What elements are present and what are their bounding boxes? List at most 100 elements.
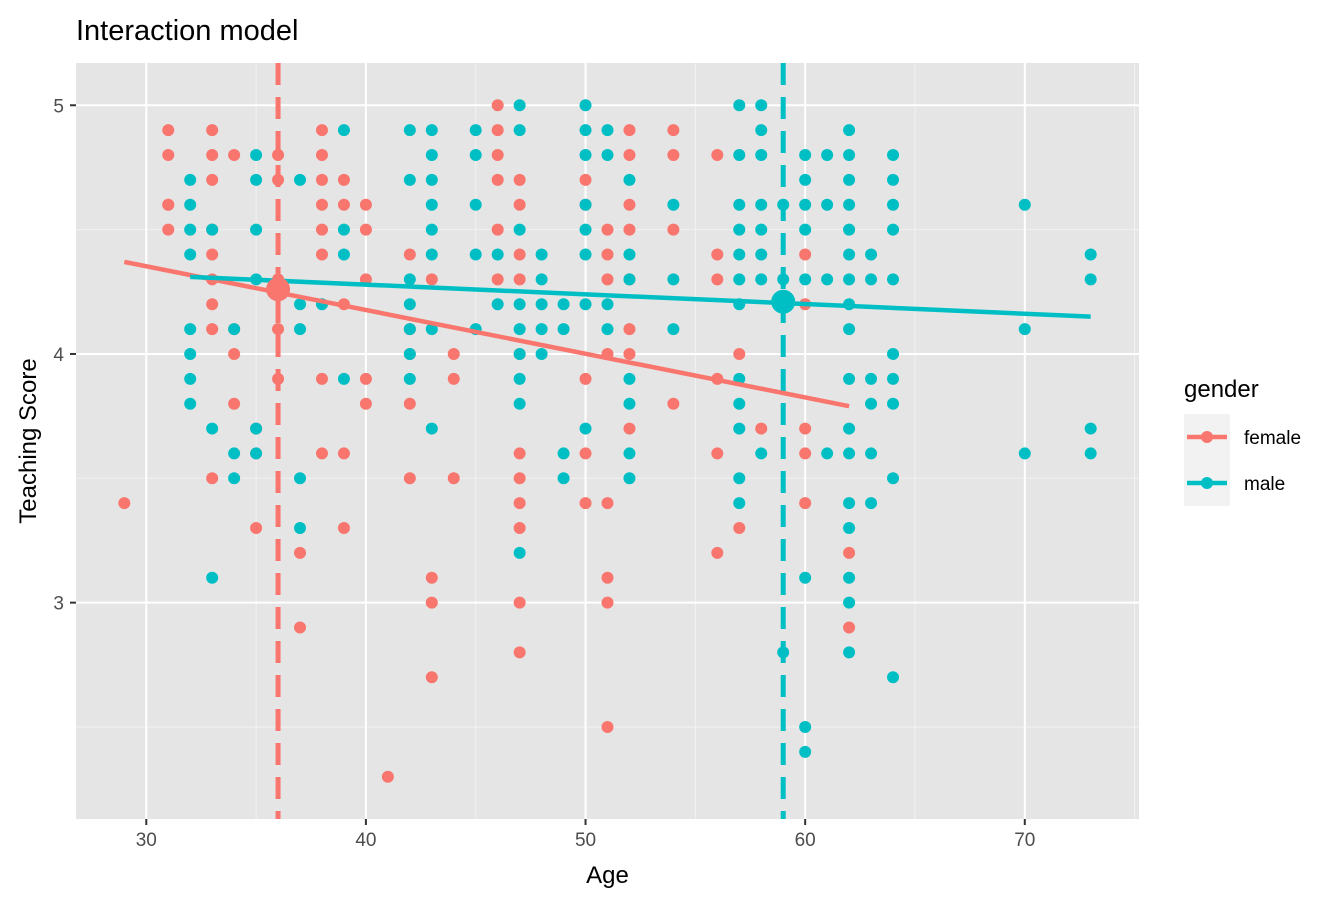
data-point-male (623, 447, 636, 460)
fit-line-female (123, 259, 850, 409)
y-axis-label: Teaching Score (15, 358, 42, 523)
data-point-female (711, 149, 724, 162)
data-point-male (755, 223, 768, 236)
data-point-male (337, 248, 350, 261)
data-point-male (865, 273, 878, 286)
data-point-female (250, 522, 263, 535)
data-point-male (799, 720, 812, 733)
data-point-male (623, 273, 636, 286)
data-point-male (403, 347, 416, 360)
data-point-female (162, 124, 175, 137)
data-point-male (513, 124, 526, 137)
data-point-female (403, 397, 416, 410)
data-point-male (799, 149, 812, 162)
data-point-female (206, 323, 219, 336)
data-point-male (623, 372, 636, 385)
x-tick-label: 60 (795, 830, 816, 851)
data-point-male (184, 223, 197, 236)
data-point-female (315, 173, 328, 186)
data-point-female (491, 149, 504, 162)
fit-lines (123, 259, 1091, 409)
data-point-male (799, 273, 812, 286)
data-point-male (228, 323, 241, 336)
mean-point-female (266, 277, 291, 302)
data-point-male (667, 273, 680, 286)
data-point-male (491, 248, 504, 261)
data-point-male (513, 223, 526, 236)
data-point-female (579, 173, 592, 186)
data-point-male (469, 124, 482, 137)
data-point-male (667, 323, 680, 336)
data-point-female (579, 447, 592, 460)
data-point-female (601, 571, 614, 584)
data-point-male (843, 323, 856, 336)
data-point-male (821, 273, 834, 286)
data-point-male (403, 323, 416, 336)
data-point-male (843, 149, 856, 162)
data-point-female (623, 198, 636, 211)
legend-label-male: male (1244, 474, 1285, 495)
data-point-male (425, 124, 438, 137)
mean-points (266, 277, 796, 314)
data-point-male (843, 372, 856, 385)
data-point-male (535, 298, 548, 311)
data-point-female (491, 99, 504, 112)
data-point-male (403, 273, 416, 286)
data-point-male (601, 149, 614, 162)
data-point-female (206, 173, 219, 186)
chart-title: Interaction model (76, 15, 298, 47)
data-point-female (447, 372, 460, 385)
data-point-male (184, 372, 197, 385)
data-point-male (821, 149, 834, 162)
data-point-male (535, 323, 548, 336)
data-point-male (579, 248, 592, 261)
data-point-male (865, 447, 878, 460)
data-point-male (733, 422, 746, 435)
data-point-male (843, 571, 856, 584)
data-point-female (228, 397, 241, 410)
data-point-female (162, 198, 175, 211)
data-point-male (887, 223, 900, 236)
data-point-male (755, 198, 768, 211)
data-point-female (513, 173, 526, 186)
data-point-male (184, 248, 197, 261)
legend-items: female male (1184, 414, 1301, 506)
data-point-male (733, 198, 746, 211)
data-point-female (843, 621, 856, 634)
data-point-female (491, 223, 504, 236)
data-point-female (162, 149, 175, 162)
data-point-male (250, 173, 263, 186)
data-point-male (865, 497, 878, 510)
legend-title: gender (1184, 376, 1259, 403)
data-point-female (359, 372, 372, 385)
data-point-male (601, 124, 614, 137)
data-point-female (403, 248, 416, 261)
data-point-female (601, 596, 614, 609)
data-point-female (315, 198, 328, 211)
data-point-male (206, 223, 219, 236)
data-point-male (557, 298, 570, 311)
data-point-male (755, 248, 768, 261)
data-point-male (887, 671, 900, 684)
legend-dot-female (1201, 431, 1213, 443)
data-point-male (623, 248, 636, 261)
data-point-male (843, 198, 856, 211)
data-point-male (579, 298, 592, 311)
data-point-male (206, 422, 219, 435)
data-point-male (1084, 273, 1097, 286)
data-point-male (206, 571, 219, 584)
data-point-male (865, 372, 878, 385)
data-point-male (733, 397, 746, 410)
data-point-female (294, 546, 307, 559)
data-point-female (403, 472, 416, 485)
data-point-female (381, 770, 394, 783)
data-point-male (250, 447, 263, 460)
data-point-female (799, 248, 812, 261)
data-point-female (843, 546, 856, 559)
data-point-female (513, 522, 526, 535)
data-point-male (843, 173, 856, 186)
fit-line-male (190, 274, 1091, 319)
data-point-male (799, 173, 812, 186)
data-point-male (250, 223, 263, 236)
legend-dot-male (1201, 477, 1213, 489)
